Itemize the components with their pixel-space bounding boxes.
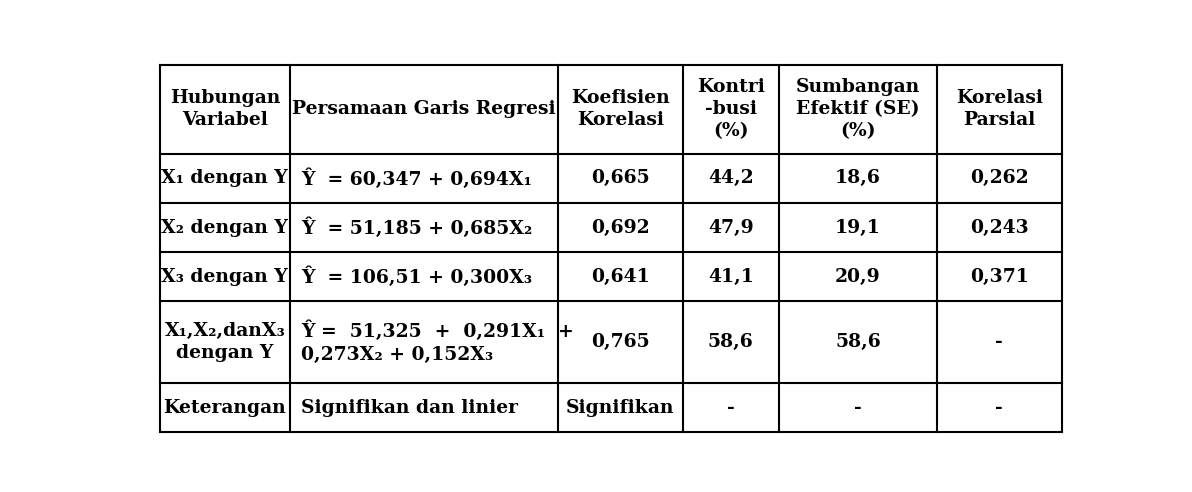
Text: -: - <box>995 399 1004 417</box>
Text: Korelasi
Parsial: Korelasi Parsial <box>956 89 1043 129</box>
Text: Signifikan dan linier: Signifikan dan linier <box>300 399 517 417</box>
Text: Signifikan: Signifikan <box>566 399 675 417</box>
Text: X₁ dengan Y: X₁ dengan Y <box>161 169 288 187</box>
Text: X₃ dengan Y: X₃ dengan Y <box>161 268 288 286</box>
Text: 0,692: 0,692 <box>591 218 650 237</box>
Text: 41,1: 41,1 <box>708 268 753 286</box>
Text: Sumbangan
Efektif (SE)
(%): Sumbangan Efektif (SE) (%) <box>796 78 920 140</box>
Text: 0,665: 0,665 <box>591 169 650 187</box>
Text: 20,9: 20,9 <box>836 268 881 286</box>
Text: Ŷ  = 106,51 + 0,300X₃: Ŷ = 106,51 + 0,300X₃ <box>300 267 532 287</box>
Text: Ŷ =  51,325  +  0,291X₁  +
0,273X₂ + 0,152X₃: Ŷ = 51,325 + 0,291X₁ + 0,273X₂ + 0,152X₃ <box>300 321 573 364</box>
Text: 18,6: 18,6 <box>834 169 881 187</box>
Text: Hubungan
Variabel: Hubungan Variabel <box>169 89 280 129</box>
Text: Keterangan: Keterangan <box>163 399 286 417</box>
Text: X₂ dengan Y: X₂ dengan Y <box>161 218 288 237</box>
Text: 0,371: 0,371 <box>970 268 1029 286</box>
Text: Kontri
-busi
(%): Kontri -busi (%) <box>697 78 765 140</box>
Text: 0,262: 0,262 <box>970 169 1029 187</box>
Text: 58,6: 58,6 <box>708 333 753 351</box>
Text: 19,1: 19,1 <box>834 218 881 237</box>
Text: -: - <box>727 399 734 417</box>
Text: Ŷ  = 60,347 + 0,694X₁: Ŷ = 60,347 + 0,694X₁ <box>300 168 532 188</box>
Text: Koefisien
Korelasi: Koefisien Korelasi <box>571 89 670 129</box>
Text: 0,765: 0,765 <box>591 333 650 351</box>
Text: Ŷ  = 51,185 + 0,685X₂: Ŷ = 51,185 + 0,685X₂ <box>300 217 532 238</box>
Text: Persamaan Garis Regresi: Persamaan Garis Regresi <box>292 100 555 118</box>
Text: 47,9: 47,9 <box>708 218 753 237</box>
Text: X₁,X₂,danX₃
dengan Y: X₁,X₂,danX₃ dengan Y <box>164 322 285 362</box>
Text: 0,243: 0,243 <box>970 218 1029 237</box>
Text: 44,2: 44,2 <box>708 169 753 187</box>
Text: -: - <box>853 399 862 417</box>
Text: 0,641: 0,641 <box>591 268 650 286</box>
Text: -: - <box>995 333 1004 351</box>
Text: 58,6: 58,6 <box>836 333 881 351</box>
